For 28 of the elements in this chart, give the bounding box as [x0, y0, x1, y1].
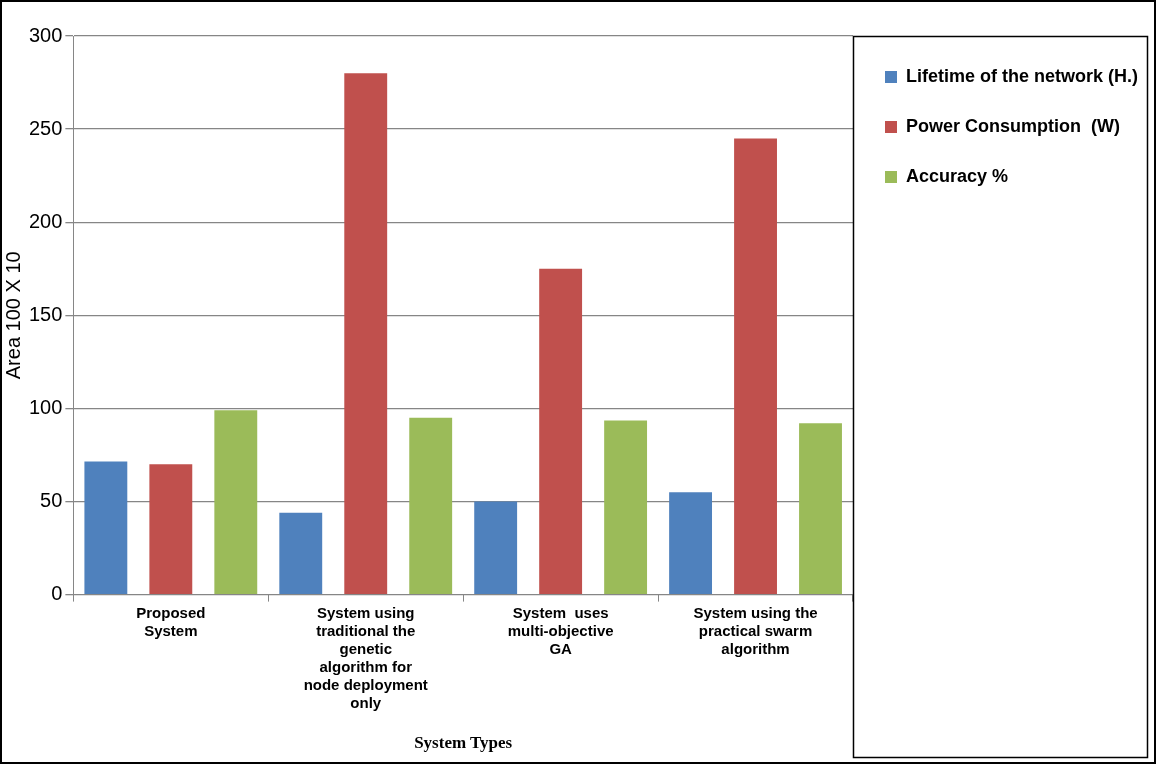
- legend-label: Accuracy %: [906, 165, 1009, 186]
- bar: [799, 423, 842, 594]
- bar: [149, 464, 193, 594]
- y-tick-label: 200: [28, 209, 63, 232]
- y-tick-label: 300: [28, 23, 63, 46]
- bar: [409, 417, 453, 594]
- legend-label: Lifetime of the network (H.): [906, 65, 1139, 86]
- x-tick-label: System using traditional the genetic algorithm for node deployment only: [303, 603, 428, 711]
- x-axis-title: System Types: [414, 733, 513, 753]
- bar: [604, 420, 648, 594]
- bar: [214, 410, 258, 594]
- y-tick-label: 100: [28, 395, 63, 418]
- bar: [474, 501, 518, 594]
- bar: [734, 138, 777, 594]
- x-tick-label: Proposed System: [136, 603, 206, 639]
- bar: [344, 73, 388, 594]
- bar: [669, 492, 713, 594]
- y-tick-label: 150: [28, 302, 63, 325]
- x-tick-label: System uses multi-objective GA: [507, 603, 614, 657]
- x-tick-label: System using the practical swarm algorithm: [693, 603, 818, 657]
- legend-label: Power Consumption (W): [906, 115, 1120, 136]
- bar: [84, 461, 128, 594]
- y-tick-label: 250: [28, 116, 63, 139]
- y-tick-label: 0: [51, 582, 63, 605]
- y-tick-label: 50: [40, 489, 63, 512]
- y-axis-title: Area 100 X 10: [1, 251, 24, 380]
- bar: [539, 268, 583, 594]
- bar: [279, 512, 323, 594]
